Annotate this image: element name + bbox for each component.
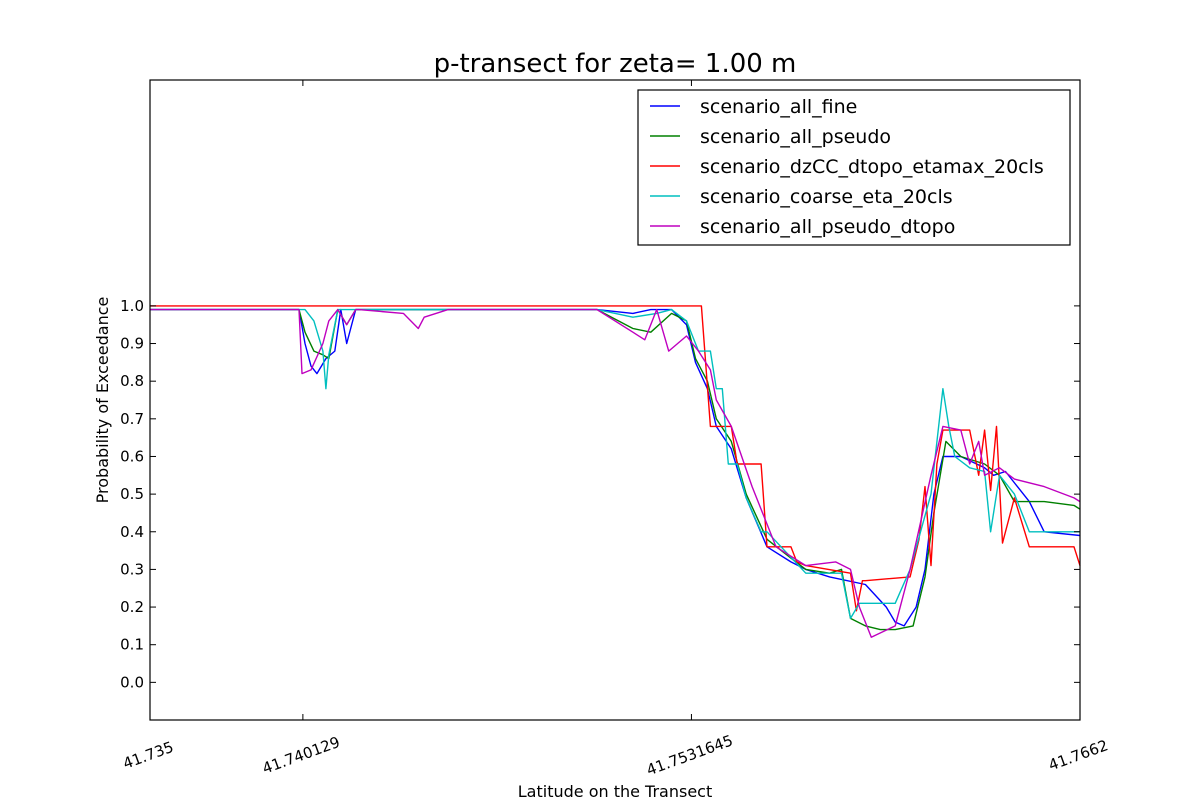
y-tick-label: 0.2	[120, 598, 144, 616]
series-line-3	[150, 305, 1081, 612]
y-tick-label: 0.7	[120, 410, 144, 428]
y-tick-label: 0.6	[120, 447, 144, 465]
y-tick-label: 1.0	[120, 297, 144, 315]
series-line-5	[150, 308, 1081, 638]
plot-area	[150, 305, 1081, 638]
y-tick-label: 0.4	[120, 523, 144, 541]
y-axis-label: Probability of Exceedance	[93, 297, 112, 504]
legend: scenario_all_fine scenario_all_pseudoscen…	[637, 89, 1071, 246]
x-tick-label: 41.740129	[260, 733, 342, 778]
series-line-1	[150, 308, 1081, 627]
y-tick-label: 0.0	[120, 673, 144, 691]
legend-label-2: scenario_all_pseudo	[700, 126, 891, 148]
legend-box	[637, 89, 1071, 246]
series-line-4	[150, 308, 1080, 620]
chart-title: p-transect for zeta= 1.00 m	[434, 49, 797, 79]
y-tick-label: 0.3	[120, 560, 144, 578]
x-axis-label: Latitude on the Transect	[518, 782, 713, 800]
y-tick-label: 0.5	[120, 485, 144, 503]
series-line-2	[150, 308, 1081, 631]
x-tick-label: 41.7531645	[644, 731, 735, 779]
legend-label-4: scenario_coarse_eta_20cls	[700, 186, 953, 208]
plot-frame	[149, 79, 1081, 721]
y-tick-label: 0.8	[120, 372, 144, 390]
y-tick-label: 0.1	[120, 636, 144, 654]
legend-label-3: scenario_dzCC_dtopo_etamax_20cls	[700, 156, 1044, 178]
legend-label-5: scenario_all_pseudo_dtopo	[700, 216, 955, 238]
legend-label-1: scenario_all_fine	[700, 96, 857, 118]
x-tick-label: 41.735	[121, 738, 176, 773]
x-tick-label: 41.7662	[1046, 736, 1110, 774]
y-tick-label: 0.9	[120, 335, 144, 353]
y-axis: 0.0 0.1 0.2 0.3 0.4 0.5 0.6 0.7 0.8 0.9 1.0	[120, 297, 1080, 691]
